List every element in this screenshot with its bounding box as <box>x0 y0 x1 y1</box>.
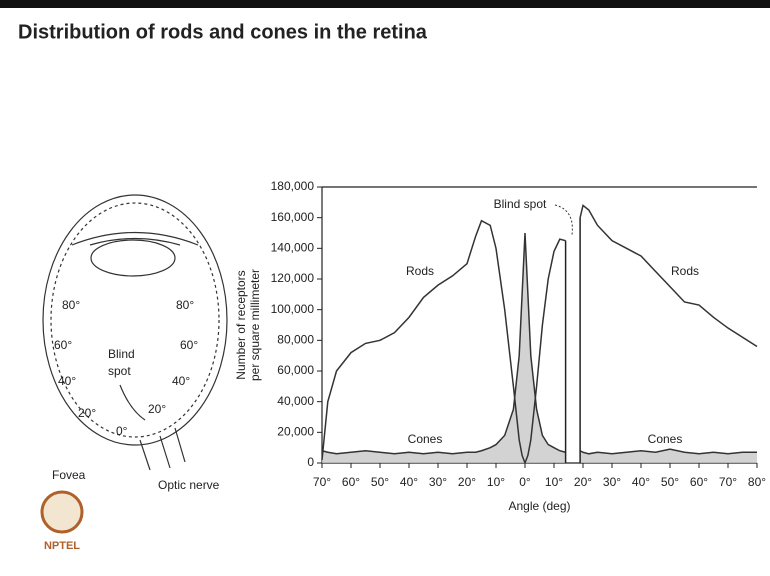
x-tick-label: 40° <box>632 475 650 489</box>
y-tick-label: 40,000 <box>277 394 314 408</box>
eye-label: 40° <box>172 374 190 388</box>
y-tick-label: 160,000 <box>271 210 315 224</box>
eye-label: 20° <box>78 406 96 420</box>
annotation: Cones <box>408 432 443 446</box>
eye-label: 60° <box>54 338 72 352</box>
eye-diagram <box>43 195 227 470</box>
x-tick-label: 60° <box>342 475 360 489</box>
x-tick-label: 80° <box>748 475 766 489</box>
y-tick-label: 60,000 <box>277 363 314 377</box>
x-axis-label: Angle (deg) <box>508 499 570 513</box>
annotation: Rods <box>671 264 699 278</box>
slide-title: Distribution of rods and cones in the re… <box>18 21 428 43</box>
eye-label: 80° <box>62 298 80 312</box>
blind-spot-arrow <box>555 205 572 235</box>
eye-label: 80° <box>176 298 194 312</box>
x-tick-label: 0° <box>519 475 531 489</box>
annotation: Blind spot <box>494 197 547 211</box>
top-bar <box>0 0 770 8</box>
y-axis-label: per square millimeter <box>248 269 262 381</box>
y-tick-label: 100,000 <box>271 302 315 316</box>
x-tick-label: 30° <box>603 475 621 489</box>
x-tick-label: 70° <box>719 475 737 489</box>
eye-label: Blind <box>108 347 135 361</box>
x-tick-label: 20° <box>574 475 592 489</box>
eye-label: 60° <box>180 338 198 352</box>
eye-label: 40° <box>58 374 76 388</box>
eye-label: Fovea <box>52 468 86 482</box>
logo: NPTEL <box>42 492 82 552</box>
x-tick-label: 40° <box>400 475 418 489</box>
y-tick-label: 80,000 <box>277 333 314 347</box>
x-tick-label: 50° <box>371 475 389 489</box>
x-tick-label: 10° <box>545 475 563 489</box>
y-tick-label: 180,000 <box>271 179 315 193</box>
eye-label: 0° <box>116 424 128 438</box>
eye-labels: 80° 80° 60° 60° 40° 40° 20° 20° 0° Blind… <box>52 298 220 492</box>
y-axis-label: Number of receptors <box>234 270 248 379</box>
logo-text: NPTEL <box>44 540 80 552</box>
eye-label: 20° <box>148 402 166 416</box>
y-tick-label: 20,000 <box>277 425 314 439</box>
cones-area <box>580 449 757 463</box>
eye-label: spot <box>108 364 131 378</box>
x-tick-label: 60° <box>690 475 708 489</box>
y-tick-label: 140,000 <box>271 241 315 255</box>
x-tick-label: 70° <box>313 475 331 489</box>
x-tick-label: 30° <box>429 475 447 489</box>
y-tick-label: 120,000 <box>271 271 315 285</box>
slide: Distribution of rods and cones in the re… <box>0 0 770 576</box>
x-tick-label: 10° <box>487 475 505 489</box>
eye-label: Optic nerve <box>158 478 220 492</box>
annotation: Cones <box>648 432 683 446</box>
y-tick-label: 0 <box>307 455 314 469</box>
annotation: Rods <box>406 264 434 278</box>
x-tick-label: 20° <box>458 475 476 489</box>
x-tick-label: 50° <box>661 475 679 489</box>
